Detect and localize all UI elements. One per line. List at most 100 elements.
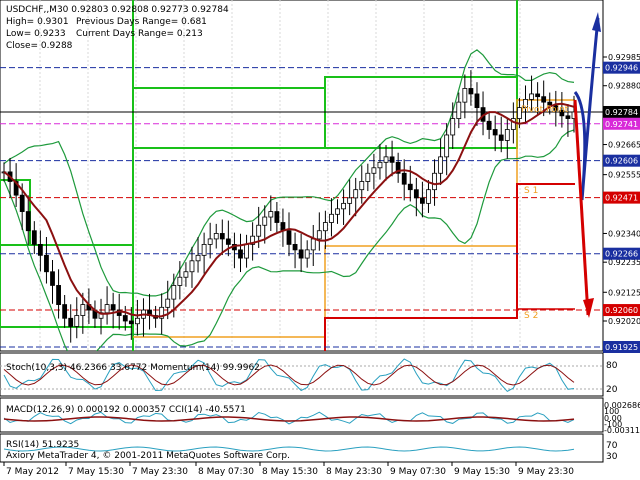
high-text: High= 0.9301 [6,17,69,27]
candle-body [329,213,334,223]
level-price-label: 0.92784 [605,108,638,117]
candle-body [238,249,243,259]
time-tick-label: 8 May 23:30 [326,467,382,477]
prev-range-text: Previous Days Range= 0.681 [76,17,207,27]
cur-range-text: Current Days Range= 0.213 [76,29,203,39]
macd-pane[interactable] [0,397,604,433]
forecast-down-arrow [573,99,590,316]
main-chart-area[interactable] [0,0,604,352]
candle-body [80,304,86,316]
level-price-label: 0.92266 [605,250,638,259]
stoch-main-line [3,358,575,393]
candle-body [135,317,140,325]
main-grid [39,0,521,351]
candle-body [219,233,225,240]
candle-body [432,172,437,191]
time-tick-label: 9 May 15:30 [454,467,510,477]
level-price-label: 0.92471 [605,194,638,203]
level-price-box [603,154,640,167]
candle-body [341,202,346,210]
candle-body [413,189,419,199]
candle-body [377,161,383,169]
candle-body [50,271,55,286]
rsi-line-path [3,446,575,452]
stoch-signal-line [3,364,575,386]
macd-scale-0: 0.00 [604,414,622,423]
price-axis[interactable]: 0.92985 0.92880 0.92665 0.92555 0.92340 0.922… [603,53,640,353]
candle-body [68,317,74,327]
time-tick-label: 8 May 15:30 [262,467,318,477]
macd-lines [3,411,575,425]
bollinger-upper [3,49,575,297]
candle-body [250,235,256,245]
candle-body [450,118,456,136]
candle-body [486,120,492,130]
candle-body [517,107,522,119]
time-tick-label: 7 May 15:30 [68,467,124,477]
bollinger-bands [3,49,575,351]
candle-body [56,285,61,305]
level-price-label: 0.92060 [605,306,638,315]
level-price-box [603,340,640,353]
candle-body [207,238,213,245]
time-tick-label: 7 May 2012 [6,467,59,477]
candle-body [189,260,195,273]
stoch-pane[interactable] [0,352,604,397]
price-tick-label: 0.92665 [608,141,640,150]
price-tick-label: 0.92020 [608,317,640,326]
time-tick-label: 7 May 23:30 [132,467,188,477]
support-line [324,183,575,351]
candle-body [274,211,280,223]
time-tick-label: 9 May 07:30 [390,467,446,477]
level-price-box [603,105,640,118]
candle-body [171,285,177,300]
candle-body [74,315,80,327]
candle-body [359,181,365,191]
candle-body [31,230,37,245]
candle-body [62,304,68,319]
candle-body [492,129,498,136]
macd-scale-neg100: -100 [604,420,622,429]
candle-body [292,243,298,251]
moving-average [3,102,575,318]
candle-body [44,254,49,273]
stoch-scale-80: 80 [606,361,618,371]
candle-body [444,134,450,158]
candle-body [395,161,401,174]
level-price-label: 0.92946 [605,64,638,73]
candle-body [335,208,340,215]
candle-body [462,88,468,103]
price-tick-label: 0.92880 [608,82,640,91]
level-price-box [603,117,640,130]
candle-body [225,238,231,245]
level-price-label: 0.91925 [605,343,638,352]
time-tick-label: 8 May 07:30 [198,467,254,477]
forecast-up-arrow [573,17,600,201]
candle-body [565,115,571,119]
candle-body [547,101,553,106]
copyright-text: Axiory MetaTrader 4, © 2001-2011 MetaQuo… [6,451,290,461]
down-arrow-head [583,298,594,318]
candle-body [407,183,413,191]
macd-scale-100: 100 [604,407,619,416]
candle-body [201,243,207,256]
candle-body [468,88,474,95]
candle-body [383,156,389,163]
chart-info: USDCHF,,M30 0.92803 0.92808 0.92773 0.92… [6,5,229,51]
candle-body [195,254,201,262]
close-text: Close= 0.9288 [6,41,73,51]
candle-body [244,243,249,259]
rsi-label: RSI(14) 51.9235 [6,440,79,450]
cci-line [3,411,575,425]
candle-body [389,156,395,163]
stoch-label: Stoch(10,3,3) 46.2366 33.6772 Momentum(1… [6,363,260,373]
stochastic-lines [0,358,603,393]
price-tick-label: 0.92555 [608,171,640,180]
candle-body [353,189,359,199]
time-axis[interactable]: 7 May 2012 7 May 15:30 7 May 23:30 8 May 07… [3,462,574,477]
level-price-box [603,247,640,260]
level-price-box [603,304,640,317]
candle-body [371,167,377,174]
candle-body [426,189,431,204]
